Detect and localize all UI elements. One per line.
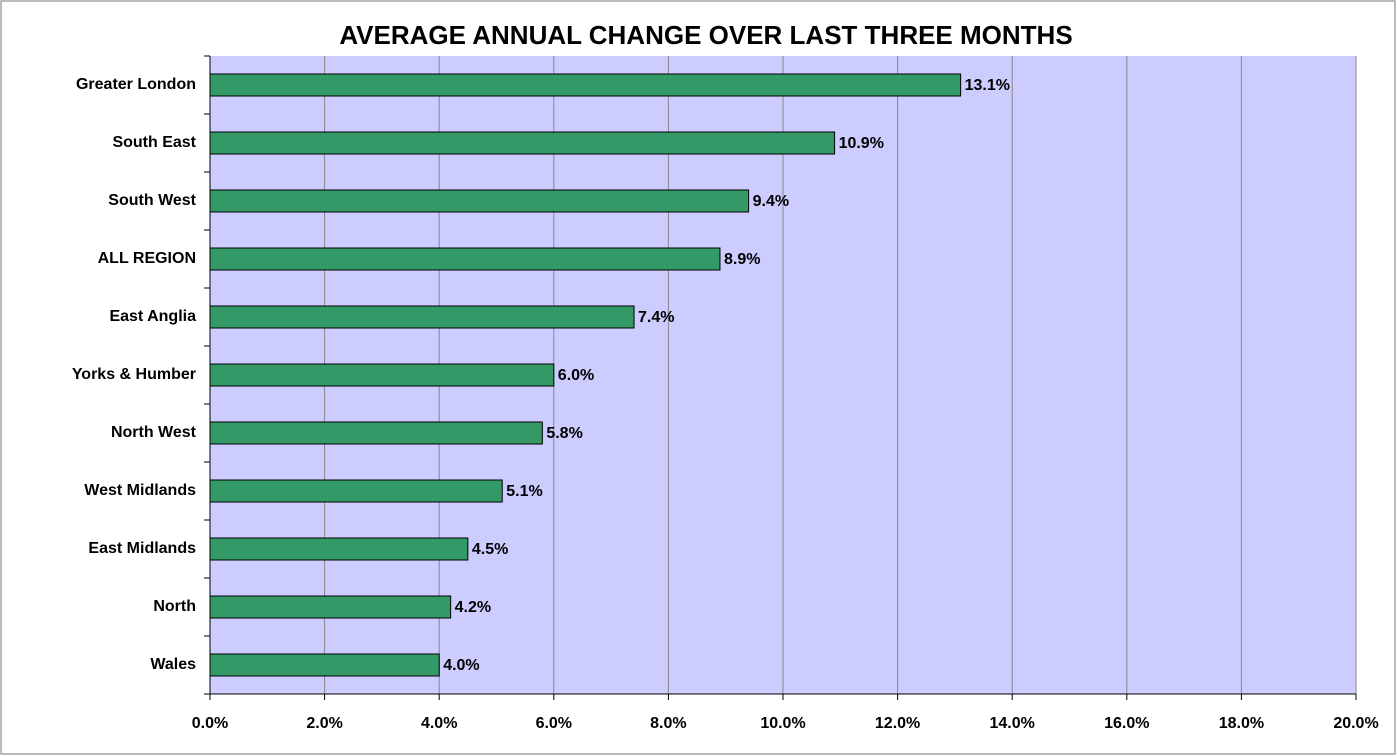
data-label: 4.5%: [472, 541, 508, 558]
y-tick-label: East Anglia: [109, 308, 196, 325]
bar: [209, 479, 503, 503]
bar: [209, 73, 962, 97]
data-label: 4.2%: [455, 599, 491, 616]
y-tick-label: South West: [108, 192, 196, 209]
y-tick-label: North: [153, 598, 196, 615]
bar: [209, 653, 440, 677]
data-label: 4.0%: [443, 657, 479, 674]
bar: [209, 305, 635, 329]
x-tick-label: 0.0%: [192, 715, 228, 732]
x-tick-label: 4.0%: [421, 715, 457, 732]
data-label: 7.4%: [638, 309, 674, 326]
y-tick-label: Yorks & Humber: [72, 366, 196, 383]
data-label: 5.1%: [506, 483, 542, 500]
x-tick-label: 8.0%: [650, 715, 686, 732]
bar: [209, 421, 543, 445]
x-tick-label: 6.0%: [536, 715, 572, 732]
x-tick-label: 14.0%: [990, 715, 1035, 732]
x-tick-label: 12.0%: [875, 715, 920, 732]
y-tick-label: Greater London: [76, 76, 196, 93]
x-tick-label: 20.0%: [1333, 715, 1378, 732]
bar: [209, 595, 452, 619]
data-label: 8.9%: [724, 251, 760, 268]
data-label: 10.9%: [839, 135, 884, 152]
data-label: 9.4%: [753, 193, 789, 210]
y-tick-label: ALL REGION: [98, 250, 196, 267]
x-tick-label: 16.0%: [1104, 715, 1149, 732]
bar: [209, 247, 721, 271]
bar: [209, 131, 836, 155]
data-label: 13.1%: [965, 77, 1010, 94]
x-tick-label: 18.0%: [1219, 715, 1264, 732]
x-tick-label: 10.0%: [760, 715, 805, 732]
y-tick-label: East Midlands: [88, 540, 196, 557]
x-tick-label: 2.0%: [306, 715, 342, 732]
y-tick-label: South East: [112, 134, 196, 151]
data-label: 6.0%: [558, 367, 594, 384]
y-tick-label: North West: [111, 424, 197, 441]
bar: [209, 189, 750, 213]
data-label: 5.8%: [546, 425, 582, 442]
bar: [209, 537, 469, 561]
y-tick-label: Wales: [150, 656, 196, 673]
y-tick-label: West Midlands: [84, 482, 196, 499]
bar: [209, 363, 555, 387]
chart-title: AVERAGE ANNUAL CHANGE OVER LAST THREE MO…: [339, 20, 1072, 50]
